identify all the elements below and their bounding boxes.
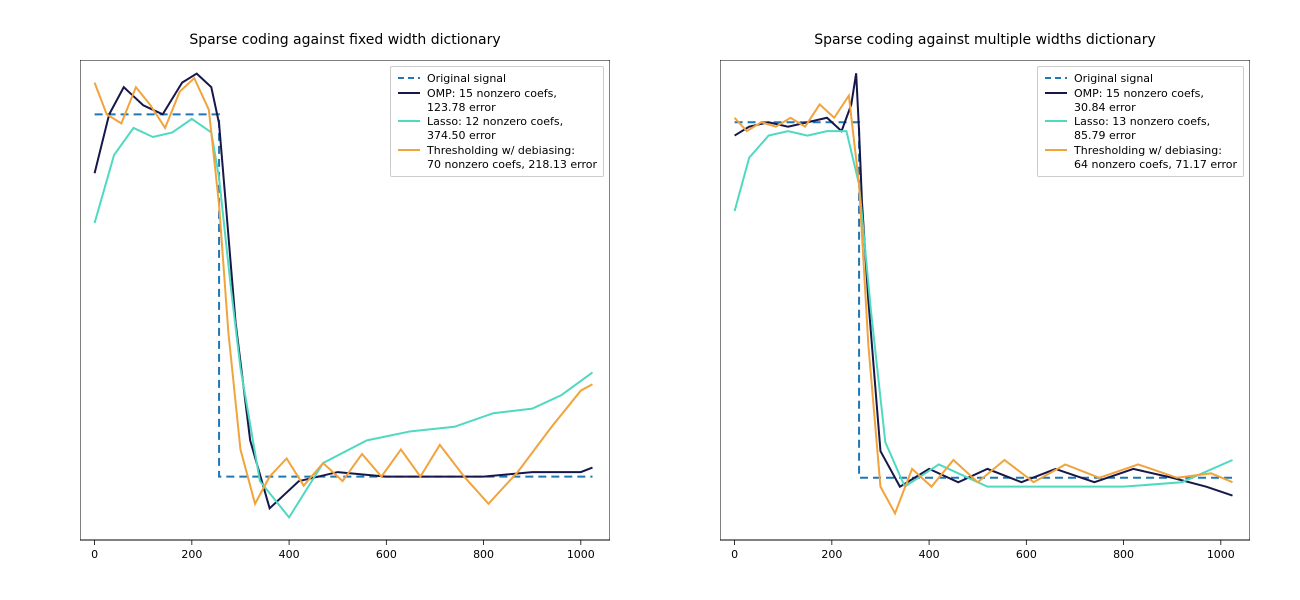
legend-item: Lasso: 12 nonzero coefs, 374.50 error [397, 115, 597, 143]
legend-item: Original signal [397, 72, 597, 86]
legend-right: Original signalOMP: 15 nonzero coefs, 30… [1037, 66, 1244, 177]
legend-label: Thresholding w/ debiasing: 70 nonzero co… [427, 144, 597, 172]
subplot-left-title: Sparse coding against fixed width dictio… [80, 32, 610, 48]
xtick-label: 400 [919, 548, 940, 561]
legend-item: OMP: 15 nonzero coefs, 30.84 error [1044, 87, 1237, 115]
xtick-label: 200 [821, 548, 842, 561]
xticks-right: 0 200 400 600 800 1000 [731, 540, 1235, 561]
legend-swatch [397, 144, 421, 156]
legend-swatch [1044, 144, 1068, 156]
legend-swatch [397, 115, 421, 127]
xtick-label: 400 [279, 548, 300, 561]
xtick-label: 1000 [1207, 548, 1235, 561]
legend-swatch [397, 87, 421, 99]
xtick-label: 600 [376, 548, 397, 561]
xtick-label: 200 [181, 548, 202, 561]
legend-swatch [1044, 87, 1068, 99]
legend-label: Thresholding w/ debiasing: 64 nonzero co… [1074, 144, 1237, 172]
legend-item: Original signal [1044, 72, 1237, 86]
legend-label: Original signal [1074, 72, 1153, 86]
subplot-left: Sparse coding against fixed width dictio… [80, 60, 610, 540]
legend-label: Lasso: 12 nonzero coefs, 374.50 error [427, 115, 563, 143]
xtick-label: 800 [473, 548, 494, 561]
xtick-label: 0 [91, 548, 98, 561]
legend-label: Original signal [427, 72, 506, 86]
xtick-label: 1000 [567, 548, 595, 561]
figure: Sparse coding against fixed width dictio… [0, 0, 1300, 600]
xtick-label: 600 [1016, 548, 1037, 561]
subplot-right: Sparse coding against multiple widths di… [720, 60, 1250, 540]
subplot-right-title: Sparse coding against multiple widths di… [720, 32, 1250, 48]
legend-swatch [397, 72, 421, 84]
legend-item: Lasso: 13 nonzero coefs, 85.79 error [1044, 115, 1237, 143]
legend-label: Lasso: 13 nonzero coefs, 85.79 error [1074, 115, 1210, 143]
series-lasso [95, 119, 593, 517]
legend-label: OMP: 15 nonzero coefs, 123.78 error [427, 87, 557, 115]
legend-item: Thresholding w/ debiasing: 64 nonzero co… [1044, 144, 1237, 172]
legend-left: Original signalOMP: 15 nonzero coefs, 12… [390, 66, 604, 177]
legend-item: Thresholding w/ debiasing: 70 nonzero co… [397, 144, 597, 172]
legend-swatch [1044, 72, 1068, 84]
xtick-label: 800 [1113, 548, 1134, 561]
legend-swatch [1044, 115, 1068, 127]
series-lasso [735, 131, 1233, 487]
xtick-label: 0 [731, 548, 738, 561]
legend-label: OMP: 15 nonzero coefs, 30.84 error [1074, 87, 1204, 115]
legend-item: OMP: 15 nonzero coefs, 123.78 error [397, 87, 597, 115]
xticks-left: 0 200 400 600 800 1000 [91, 540, 595, 561]
